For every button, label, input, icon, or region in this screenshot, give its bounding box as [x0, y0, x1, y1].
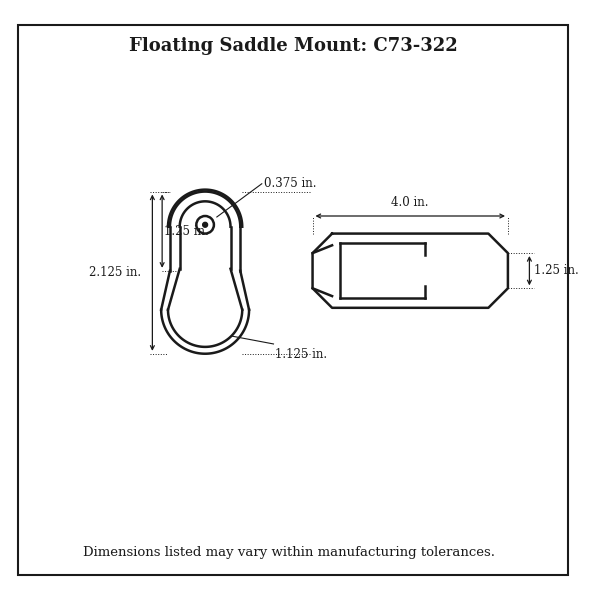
Text: 1.25 in.: 1.25 in. [164, 224, 209, 238]
Text: Dimensions listed may vary within manufacturing tolerances.: Dimensions listed may vary within manufa… [83, 545, 495, 559]
Text: 4.0 in.: 4.0 in. [391, 196, 429, 209]
Text: 1.25 in.: 1.25 in. [534, 264, 579, 277]
Circle shape [203, 223, 208, 227]
Text: 0.375 in.: 0.375 in. [264, 177, 316, 190]
Text: 2.125 in.: 2.125 in. [89, 266, 140, 279]
Text: Floating Saddle Mount: C73-322: Floating Saddle Mount: C73-322 [128, 37, 457, 55]
Text: 1.125 in.: 1.125 in. [275, 348, 328, 361]
